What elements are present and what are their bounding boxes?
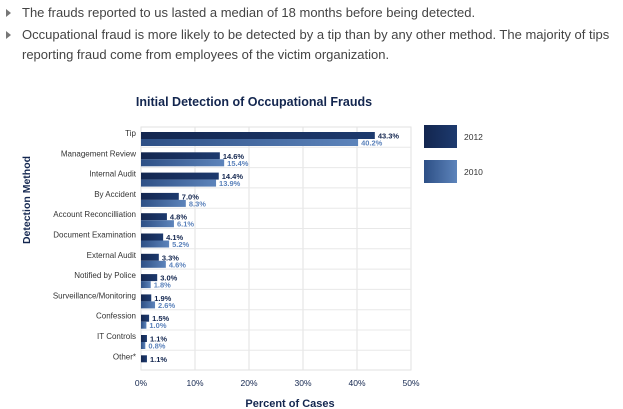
legend-swatch-2012 [424, 125, 457, 148]
legend-label: 2010 [464, 167, 483, 177]
category-label: Internal Audit [89, 170, 136, 179]
bar-2010 [141, 199, 186, 207]
category-label: External Audit [87, 251, 137, 260]
chart-title: Initial Detection of Occupational Frauds [136, 95, 372, 109]
bar-2010 [141, 240, 170, 248]
bullet-2: Occupational fraud is more likely to be … [6, 25, 616, 65]
data-label: 1.5% [152, 314, 169, 323]
bar-2012 [141, 274, 158, 282]
data-label: 0.8% [148, 342, 165, 351]
bar-2012 [141, 294, 152, 302]
bar-2012 [141, 233, 164, 241]
category-label: Management Review [61, 149, 136, 158]
category-label: By Accident [94, 190, 137, 199]
bullet-triangle-icon [6, 9, 11, 17]
bullet-triangle-icon [6, 31, 11, 39]
data-label: 6.1% [177, 220, 194, 229]
x-tick-label: 30% [294, 378, 311, 388]
bar-2010 [141, 281, 151, 289]
data-label: 3.0% [160, 274, 177, 283]
bar-2012 [141, 314, 150, 322]
x-tick-label: 10% [186, 378, 203, 388]
bar-2010 [141, 139, 359, 146]
category-label: Tip [125, 129, 136, 138]
bar-2012 [141, 172, 219, 180]
bar-2010 [141, 321, 147, 329]
data-label: 40.2% [361, 139, 383, 148]
data-label: 43.3% [378, 132, 400, 141]
data-label: 13.9% [219, 179, 241, 188]
data-label: 15.4% [227, 159, 249, 168]
category-label: Account Reconcilliation [53, 210, 136, 219]
data-label: 3.3% [162, 253, 179, 262]
data-label: 7.0% [182, 192, 199, 201]
bar-2012 [141, 132, 375, 139]
x-axis-label: Percent of Cases [245, 398, 334, 409]
data-label: 1.1% [150, 355, 167, 364]
bar-2010 [141, 220, 174, 228]
data-label: 4.6% [169, 260, 186, 269]
data-label: 1.9% [154, 294, 171, 303]
legend-swatch-2010 [424, 160, 457, 183]
y-axis-label: Detection Method [21, 156, 33, 244]
data-label: 4.1% [166, 233, 183, 242]
category-label: IT Controls [97, 332, 136, 341]
data-label: 5.2% [172, 240, 189, 249]
bar-2012 [141, 355, 147, 363]
category-label: Confession [96, 312, 136, 321]
bar-2010 [141, 260, 166, 268]
bullet-1: The frauds reported to us lasted a media… [6, 3, 475, 23]
data-label: 8.3% [189, 199, 206, 208]
category-label: Notified by Police [74, 271, 136, 280]
data-label: 2.6% [158, 301, 175, 310]
bar-2010 [141, 342, 146, 349]
x-tick-label: 20% [240, 378, 257, 388]
bar-2010 [141, 301, 156, 309]
bar-2012 [141, 192, 179, 200]
category-label: Surveillance/Monitoring [53, 291, 136, 300]
category-label: Document Examination [53, 231, 136, 240]
data-label: 1.1% [150, 335, 167, 344]
legend-label: 2012 [464, 132, 483, 142]
bar-2012 [141, 213, 167, 221]
bar-2012 [141, 335, 147, 342]
x-tick-label: 50% [402, 378, 419, 388]
data-label: 4.8% [170, 213, 187, 222]
data-label: 1.0% [149, 321, 166, 330]
bar-2012 [141, 253, 159, 261]
category-label: Other* [113, 352, 136, 361]
data-label: 1.8% [154, 281, 171, 290]
bar-2010 [141, 179, 217, 187]
bar-2012 [141, 152, 220, 160]
data-label: 14.4% [222, 172, 244, 181]
x-tick-label: 40% [348, 378, 365, 388]
x-tick-label: 0% [135, 378, 148, 388]
bar-2010 [141, 159, 225, 167]
data-label: 14.6% [223, 152, 245, 161]
